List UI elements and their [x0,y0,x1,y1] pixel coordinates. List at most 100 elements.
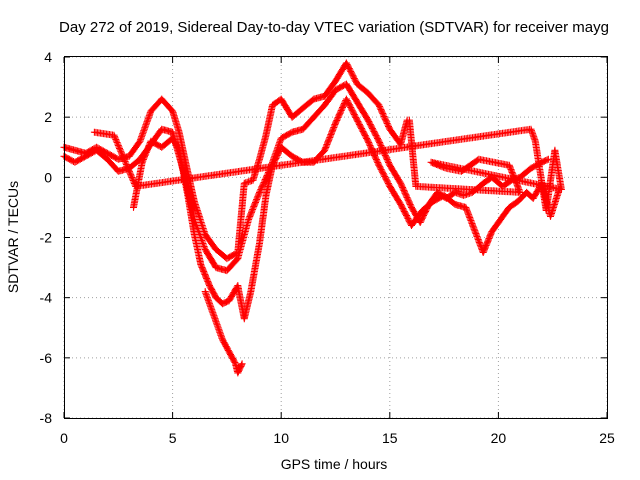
x-tick-label: 5 [169,430,177,446]
data-point-segment [299,96,317,112]
data-point-segment [475,155,512,169]
data-point-segment [190,197,209,237]
data-point-segment [103,155,121,174]
data-point-segment [408,208,425,229]
data-point [405,116,413,124]
data-point-segment [440,191,458,207]
data-point-segment [299,114,317,133]
x-tick-label: 0 [60,430,68,446]
chart-title: Day 272 of 2019, Sidereal Day-to-day VTE… [59,19,609,36]
data-point-segment [364,89,382,108]
data-point-segment [234,217,252,263]
data-point-segment [240,289,254,323]
data-point-segment [277,95,295,120]
series-3 [201,288,246,377]
series-0 [60,59,411,263]
data-point-segment [223,256,241,275]
data-point-segment [353,80,371,96]
x-tick-label: 10 [273,430,289,446]
data-point-segment [406,118,420,190]
data-point-segment [321,78,339,100]
data-point-segment [169,134,182,153]
data-point-segment [458,156,482,175]
y-tick-label: 4 [44,49,52,65]
data-point-segment [234,361,245,377]
y-tick-label: -8 [40,410,53,426]
data-point-segment [219,297,232,308]
data-point-segment [413,182,524,196]
data-point-segment [175,128,189,165]
y-tick-label: 2 [44,109,52,125]
data-point-segment [547,187,563,220]
data-point-segment [197,261,213,288]
data-point-segment [418,198,436,214]
y-tick-label: -2 [40,230,53,246]
data-point-segment [184,191,198,237]
x-tick-label: 20 [491,430,507,446]
data-point-segment [277,129,295,142]
data-point-segment [551,146,565,192]
data-point-segment [219,336,232,354]
data-point-segment [427,158,449,172]
series-4 [90,116,565,214]
data-point-segment [479,229,495,256]
x-tick-label: 25 [599,430,615,446]
data-point-segment [247,241,263,296]
grid-layer [63,56,608,419]
data-point-segment [342,95,360,123]
data-point-segment [256,193,270,247]
data-point-segment [277,143,295,159]
data-point-segment [462,203,487,255]
data-point-segment [71,153,88,166]
y-tick-label: 0 [44,169,52,185]
data-point-segment [353,116,371,144]
data-point-segment [158,95,176,114]
marks-layer [60,59,565,377]
data-point-segment [223,249,240,263]
data-point-segment [386,161,404,186]
data-point-segment [136,109,154,145]
data-point-segment [538,156,551,166]
data-point-segment [342,80,360,105]
data-point [238,360,246,368]
data-point-segment [201,231,219,252]
data-point-segment [262,103,276,139]
data-point-segment [256,133,270,163]
data-point-segment [138,139,154,166]
data-point-segment [497,205,512,223]
x-tick-label: 15 [382,430,398,446]
data-point-segment [201,246,219,270]
y-axis-label: SDTVAR / TECUs [5,181,21,293]
data-point-segment [442,164,464,175]
data-point-segment [505,198,521,211]
data-point-segment [110,131,139,189]
data-point-segment [505,161,523,195]
data-point-segment [132,125,533,190]
data-point-segment [206,282,219,300]
data-point-segment [147,96,165,115]
data-point-segment [310,102,328,121]
data-point-segment [125,139,143,160]
data-point-segment [516,165,534,181]
data-point-segment [321,121,339,154]
data-point-segment [353,98,371,123]
data-point-segment [245,190,263,223]
data-point-segment [190,231,204,267]
data-point-segment [93,146,110,162]
data-point-segment [397,179,415,210]
data-point-segment [364,116,382,144]
data-point-segment [488,217,504,235]
y-tick-label: -6 [40,350,53,366]
data-point-segment [375,101,393,132]
data-point-segment [169,107,183,135]
ticks-layer: 0 5 10 15 20 25 -8 -6 -4 -2 0 2 4 [40,49,615,446]
data-point-segment [375,161,393,189]
data-point-segment [201,288,219,324]
data-point-segment [288,105,306,121]
data-point-segment [342,59,360,87]
data-point-segment [386,182,404,207]
x-axis-label: GPS time / hours [281,456,388,472]
data-point-segment [212,318,226,342]
y-tick-label: -4 [40,290,53,306]
